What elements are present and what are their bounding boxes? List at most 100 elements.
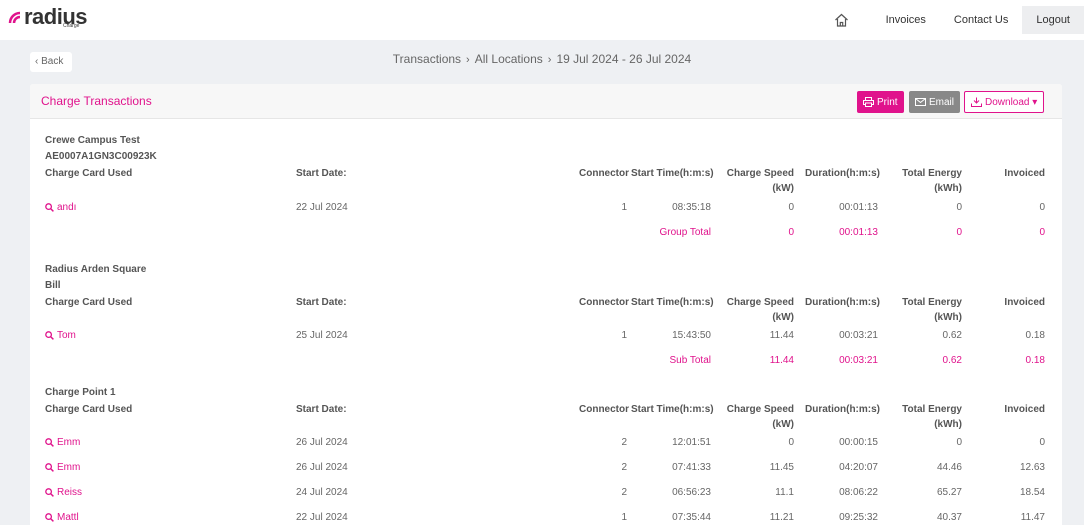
card-link[interactable]: Mattl [45, 512, 79, 523]
cell-connector: 2 [621, 487, 627, 498]
cell-start-time: 15:43:50 [672, 330, 711, 341]
cell-duration: 00:01:13 [839, 202, 878, 213]
envelope-icon [915, 98, 926, 106]
cell-speed: 11.21 [769, 512, 794, 523]
home-icon [835, 13, 848, 27]
cell-duration: 08:06:22 [839, 487, 878, 498]
email-button[interactable]: Email [909, 91, 961, 113]
col-header-speed-line1: Charge Speed [726, 297, 794, 308]
group-total-label: Group Total [659, 227, 711, 238]
breadcrumb: Transactions › All Locations › 19 Jul 2024 -… [0, 52, 1084, 66]
col-header-duration: Duration(h:m:s) [805, 404, 880, 415]
card-link[interactable]: Reiss [45, 487, 82, 498]
total-speed: 0 [788, 227, 794, 238]
radius-logo-icon [8, 11, 21, 24]
search-icon [45, 203, 54, 212]
cell-start-date: 26 Jul 2024 [296, 437, 348, 448]
cell-start-time: 12:01:51 [672, 437, 711, 448]
cell-energy: 0 [956, 437, 962, 448]
cell-speed: 0 [788, 202, 794, 213]
total-invoiced: 0 [1039, 227, 1045, 238]
main-nav: Invoices Contact Us Logout [824, 6, 1084, 34]
cell-invoiced: 11.47 [1020, 512, 1045, 523]
download-dropdown[interactable]: Download ▾ [964, 91, 1045, 113]
cell-start-time: 07:35:44 [672, 512, 711, 523]
panel-header: Charge Transactions Print Email Download… [30, 84, 1062, 119]
card-link[interactable]: Emm [45, 462, 80, 473]
home-button[interactable] [824, 6, 860, 34]
col-header-speed-line1: Charge Speed [726, 404, 794, 415]
cell-energy: 44.46 [936, 462, 962, 473]
cell-connector: 1 [621, 512, 627, 523]
nav-contact-us[interactable]: Contact Us [953, 14, 1009, 26]
col-header-invoiced: Invoiced [1004, 404, 1045, 415]
card-name: Emm [57, 437, 81, 448]
total-duration: 00:01:13 [839, 227, 878, 238]
print-label: Print [877, 96, 898, 108]
download-label: Download ▾ [985, 96, 1038, 108]
col-header-connector: Connector [579, 168, 629, 179]
breadcrumb-separator: › [547, 54, 552, 66]
cell-energy: 0.62 [942, 330, 962, 341]
breadcrumb-transactions[interactable]: Transactions [392, 52, 462, 66]
printer-icon [863, 97, 874, 107]
cell-invoiced: 0 [1039, 437, 1045, 448]
back-button[interactable]: ‹ Back [30, 52, 72, 72]
col-header-speed: Charge Speed (kW) [715, 295, 794, 325]
nav-invoices[interactable]: Invoices [885, 14, 926, 26]
logout-button[interactable]: Logout [1022, 6, 1084, 34]
col-header-speed: Charge Speed (kW) [715, 402, 794, 432]
cell-speed: 11.45 [769, 462, 794, 473]
col-header-card: Charge Card Used [45, 168, 133, 179]
card-link[interactable]: andı [45, 202, 76, 213]
group-location: Charge Point 1 [45, 387, 116, 398]
card-link[interactable]: Tom [45, 330, 76, 341]
col-header-invoiced: Invoiced [1004, 168, 1045, 179]
col-header-connector: Connector [579, 404, 629, 415]
search-icon [45, 438, 54, 447]
cell-start-time: 06:56:23 [672, 487, 711, 498]
col-header-energy: Total Energy (kWh) [885, 166, 962, 196]
col-header-energy-line2: (kWh) [934, 419, 962, 430]
cell-speed: 11.1 [775, 487, 794, 498]
group-charger-id: AE0007A1GN3C00923K [45, 151, 157, 162]
col-header-energy: Total Energy (kWh) [885, 295, 962, 325]
panel-title: Charge Transactions [41, 94, 152, 108]
search-icon [45, 513, 54, 522]
total-duration: 00:03:21 [839, 355, 878, 366]
col-header-start-date: Start Date: [296, 404, 347, 415]
cell-duration: 09:25:32 [839, 512, 878, 523]
transactions-panel: Charge Transactions Print Email Download… [30, 84, 1062, 525]
print-button[interactable]: Print [857, 91, 904, 113]
col-header-speed-line2: (kW) [772, 183, 794, 194]
breadcrumb-location[interactable]: All Locations [474, 52, 543, 66]
card-name: Emm [57, 462, 81, 473]
card-link[interactable]: Emm [45, 437, 80, 448]
card-name: Mattl [57, 512, 79, 523]
cell-start-time: 08:35:18 [672, 202, 711, 213]
email-label: Email [929, 96, 955, 108]
group-sublocation: Bill [45, 280, 61, 291]
cell-start-date: 22 Jul 2024 [296, 202, 348, 213]
col-header-energy-line2: (kWh) [934, 312, 962, 323]
download-icon [971, 97, 982, 107]
col-header-connector: Connector [579, 297, 629, 308]
cell-duration: 04:20:07 [839, 462, 878, 473]
cell-connector: 2 [621, 462, 627, 473]
search-icon [45, 463, 54, 472]
cell-energy: 0 [956, 202, 962, 213]
logo[interactable]: radius [8, 6, 88, 28]
col-header-speed: Charge Speed (kW) [715, 166, 794, 196]
total-energy: 0 [956, 227, 962, 238]
cell-invoiced: 0 [1039, 202, 1045, 213]
col-header-start-time: Start Time(h:m:s) [631, 297, 714, 308]
col-header-energy: Total Energy (kWh) [885, 402, 962, 432]
card-name: andı [57, 202, 77, 213]
col-header-duration: Duration(h:m:s) [805, 297, 880, 308]
col-header-energy-line1: Total Energy [902, 404, 962, 415]
sub-total-label: Sub Total [669, 355, 711, 366]
group-location: Crewe Campus Test [45, 135, 140, 146]
card-name: Reiss [57, 487, 83, 498]
cell-start-date: 22 Jul 2024 [296, 512, 348, 523]
cell-duration: 00:03:21 [839, 330, 878, 341]
